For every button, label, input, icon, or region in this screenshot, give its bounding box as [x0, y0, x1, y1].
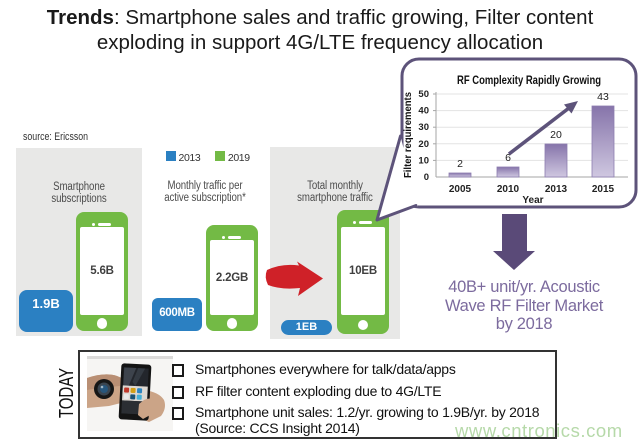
svg-text:6: 6 — [505, 152, 511, 164]
svg-text:20: 20 — [550, 129, 562, 141]
svg-text:2: 2 — [457, 158, 463, 170]
svg-text:30: 30 — [418, 122, 429, 133]
svg-text:2015: 2015 — [592, 184, 615, 195]
svg-text:Year: Year — [522, 195, 543, 206]
svg-text:RF Complexity Rapidly Growing: RF Complexity Rapidly Growing — [457, 75, 601, 87]
svg-text:2013: 2013 — [545, 184, 568, 195]
svg-text:2010: 2010 — [497, 184, 520, 195]
svg-text:Filter requirements: Filter requirements — [403, 92, 414, 178]
svg-text:50: 50 — [418, 89, 429, 100]
svg-text:43: 43 — [597, 91, 609, 103]
svg-text:40: 40 — [418, 106, 429, 117]
svg-text:20: 20 — [418, 139, 429, 150]
svg-text:2005: 2005 — [449, 184, 472, 195]
svg-text:10: 10 — [418, 155, 429, 166]
svg-text:0: 0 — [424, 172, 429, 183]
